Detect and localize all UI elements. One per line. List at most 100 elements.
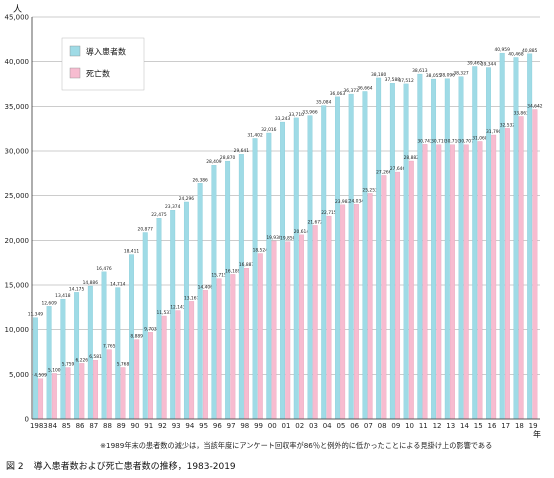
x-tick-label: 96 xyxy=(213,422,222,430)
x-tick-label: 88 xyxy=(103,422,112,430)
x-tick-label: 91 xyxy=(144,422,153,430)
bar-死亡数 xyxy=(216,278,222,420)
data-label: 30,710 xyxy=(445,139,461,145)
x-tick-label: 03 xyxy=(309,422,318,430)
x-tick-label: 02 xyxy=(295,422,304,430)
data-label: 11,349 xyxy=(28,312,44,318)
bar-導入患者数 xyxy=(156,218,162,420)
x-tick-label: 92 xyxy=(158,422,167,430)
bar-導入患者数 xyxy=(74,292,80,420)
y-unit-label: 人 xyxy=(13,4,22,15)
legend-label: 導入患者数 xyxy=(86,47,126,57)
bars: 11,349 4,509 12,609 5,100 13,418 5,759 14,175 6… xyxy=(28,47,543,420)
data-label: 29,641 xyxy=(234,148,250,154)
data-label: 4,509 xyxy=(34,373,47,379)
bar-導入患者数 xyxy=(87,285,93,420)
bar-死亡数 xyxy=(202,290,208,420)
x-tick-label: 90 xyxy=(131,422,140,430)
bar-導入患者数 xyxy=(348,93,354,420)
bar-導入患者数 xyxy=(46,306,52,420)
x-tick-label: 84 xyxy=(48,422,57,430)
data-label: 28,882 xyxy=(404,155,420,161)
data-label: 31,068 xyxy=(472,135,488,141)
data-label: 36,063 xyxy=(330,91,346,97)
x-tick-label: 06 xyxy=(350,422,359,430)
x-tick-label: 11 xyxy=(419,422,428,430)
data-label: 39,462 xyxy=(467,60,483,66)
bar-導入患者数 xyxy=(403,83,409,420)
x-tick-label: 10 xyxy=(405,422,414,430)
data-label: 33,243 xyxy=(275,116,291,122)
bar-死亡数 xyxy=(79,363,85,420)
data-label: 33,863 xyxy=(513,110,529,116)
data-label: 5,100 xyxy=(48,367,61,373)
bar-導入患者数 xyxy=(321,105,327,420)
data-label: 14,406 xyxy=(198,284,214,290)
data-label: 18,411 xyxy=(124,249,140,255)
x-tick-label: 00 xyxy=(268,422,277,430)
bar-死亡数 xyxy=(312,225,318,420)
bar-導入患者数 xyxy=(60,298,66,420)
bar-死亡数 xyxy=(285,241,291,420)
bar-死亡数 xyxy=(532,109,538,420)
data-label: 36,664 xyxy=(357,85,373,91)
x-tick-label: 17 xyxy=(501,422,510,430)
data-label: 30,743 xyxy=(417,138,433,144)
x-tick-label: 87 xyxy=(89,422,98,430)
x-tick-label: 89 xyxy=(117,422,126,430)
bar-死亡数 xyxy=(463,144,469,420)
data-label: 34,642 xyxy=(527,104,543,110)
data-label: 33,710 xyxy=(289,112,305,118)
bar-導入患者数 xyxy=(499,52,505,420)
figure-number: 図 2 xyxy=(6,462,24,472)
data-label: 27,266 xyxy=(376,169,392,175)
x-tick-label: 19 xyxy=(529,422,538,430)
data-label: 40,885 xyxy=(522,48,538,54)
data-label: 12,609 xyxy=(41,300,57,306)
bar-死亡数 xyxy=(134,339,140,420)
data-label: 13,418 xyxy=(55,293,71,299)
data-label: 13,167 xyxy=(184,295,200,301)
data-label: 9,703 xyxy=(144,326,157,332)
data-label: 28,409 xyxy=(206,159,222,165)
data-label: 33,966 xyxy=(302,110,318,116)
bar-導入患者数 xyxy=(170,210,176,420)
data-label: 20,877 xyxy=(138,226,154,232)
data-label: 38,613 xyxy=(412,68,428,74)
bar-chart: 0 5,000 10,000 15,000 20,000 25,000 30,000 35,0… xyxy=(5,4,543,439)
data-label: 6,226 xyxy=(76,357,89,363)
figure-title: 導入患者数および死亡患者数の推移，1983-2019 xyxy=(33,462,236,472)
data-label: 14,714 xyxy=(110,282,126,288)
y-tick-label: 5,000 xyxy=(9,371,29,379)
y-tick-label: 25,000 xyxy=(5,192,30,200)
bar-導入患者数 xyxy=(238,154,244,420)
bar-死亡数 xyxy=(189,301,195,420)
x-tick-label: 99 xyxy=(254,422,263,430)
legend-swatch xyxy=(69,45,81,57)
bar-死亡数 xyxy=(147,332,153,420)
x-tick-label: 15 xyxy=(474,422,483,430)
bar-死亡数 xyxy=(257,253,263,420)
data-label: 8,889 xyxy=(130,334,143,340)
x-tick-label: 85 xyxy=(62,422,71,430)
bar-死亡数 xyxy=(65,367,71,420)
data-label: 11,531 xyxy=(156,310,172,316)
data-label: 19,930 xyxy=(266,235,282,241)
data-label: 40,959 xyxy=(495,47,511,53)
data-label: 6,581 xyxy=(89,354,102,360)
bar-死亡数 xyxy=(422,144,428,420)
bar-導入患者数 xyxy=(486,67,491,420)
x-tick-label: 01 xyxy=(282,422,291,430)
bar-導入患者数 xyxy=(444,78,450,420)
bar-死亡数 xyxy=(51,373,57,420)
data-label: 35,084 xyxy=(316,100,332,106)
data-label: 38,096 xyxy=(440,73,456,79)
data-label: 14,175 xyxy=(69,286,85,292)
y-tick-label: 30,000 xyxy=(5,148,30,156)
data-label: 16,189 xyxy=(225,268,241,274)
bar-死亡数 xyxy=(244,267,249,420)
x-tick-label: 04 xyxy=(323,422,332,430)
bar-導入患者数 xyxy=(266,132,272,420)
data-label: 18,524 xyxy=(253,248,269,254)
